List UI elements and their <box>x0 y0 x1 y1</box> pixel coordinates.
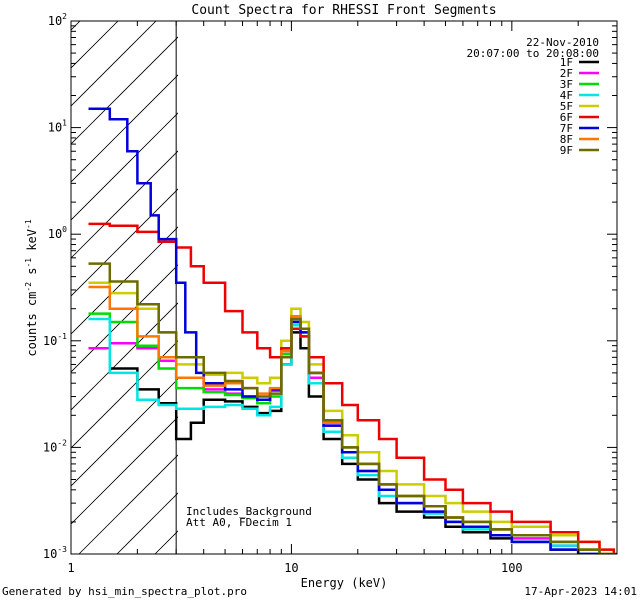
legend-label-4f: 4F <box>560 89 573 102</box>
series-8f <box>88 285 616 554</box>
series-9f <box>88 262 616 554</box>
hatch-line <box>71 150 178 259</box>
hatch-line <box>71 112 178 221</box>
hatch-line <box>71 302 178 411</box>
annotation-background: Includes_Background <box>186 505 312 518</box>
series-5f <box>88 281 617 554</box>
legend-label-2f: 2F <box>560 67 573 80</box>
series-6f <box>88 222 617 554</box>
hatch-line <box>71 36 178 145</box>
hatch-line <box>71 21 157 107</box>
hatch-line <box>0 0 109 554</box>
series-7f <box>88 107 601 554</box>
hatch-line <box>231 0 640 554</box>
legend-label-5f: 5F <box>560 100 573 113</box>
y-axis-label: counts cm-2 s-1 keV-1 <box>24 219 39 356</box>
legend-label-3f: 3F <box>560 78 573 91</box>
y-tick-label: 10-3 <box>43 545 67 561</box>
y-tick-label: 10-1 <box>43 332 67 348</box>
plot-frame <box>70 20 618 555</box>
x-tick-label: 10 <box>284 561 298 575</box>
y-tick-label: 101 <box>48 119 67 135</box>
chart-title: Count Spectra for RHESSI Front Segments <box>191 3 496 18</box>
series-1f <box>109 331 601 554</box>
hatch-line <box>71 74 178 183</box>
footer-generated-by: Generated by hsi_min_spectra_plot.pro <box>2 585 247 598</box>
annotation-attenuator: Att A0, FDecim 1 <box>186 516 292 529</box>
y-tick-label: 10-2 <box>43 438 67 454</box>
legend-label-1f: 1F <box>560 56 573 69</box>
y-tick-label: 102 <box>48 12 67 28</box>
hatch-line <box>71 188 178 297</box>
legend-label-7f: 7F <box>560 122 573 135</box>
hatch-line <box>71 378 178 487</box>
axis-ticks: 1 10 100 10-3 10-2 10-1 100 101 102 <box>43 12 618 575</box>
legend-label-8f: 8F <box>560 133 573 146</box>
observation-time-range: 20:07:00 to 20:08:00 <box>467 47 599 60</box>
hatch-line <box>71 226 178 335</box>
legend-label-9f: 9F <box>560 144 573 157</box>
hatch-line <box>71 416 178 525</box>
series-group <box>88 107 617 554</box>
hatch-line <box>71 21 119 69</box>
y-tick-label: 100 <box>48 225 67 241</box>
footer-timestamp: 17-Apr-2023 14:01 <box>524 585 637 598</box>
observation-date: 22-Nov-2010 <box>526 36 599 49</box>
excluded-energy-hatch <box>0 0 640 554</box>
hatch-line <box>71 340 178 449</box>
x-tick-label: 100 <box>501 561 523 575</box>
legend-label-6f: 6F <box>560 111 573 124</box>
x-tick-label: 1 <box>67 561 74 575</box>
x-axis-label: Energy (keV) <box>301 576 388 590</box>
